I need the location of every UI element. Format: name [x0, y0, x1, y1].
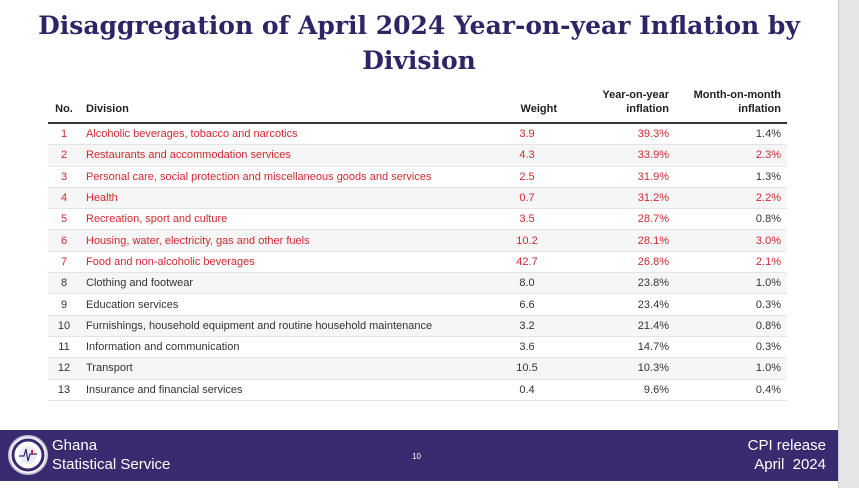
cell-mom: 2.2%: [675, 187, 787, 210]
cell-yoy: 28.1%: [563, 229, 675, 252]
cell-division: Health: [80, 187, 491, 210]
cell-mom: 0.3%: [675, 293, 787, 316]
cell-division: Furnishings, household equipment and rou…: [80, 315, 491, 337]
cell-weight: 0.7: [491, 187, 563, 210]
cell-division: Housing, water, electricity, gas and oth…: [80, 229, 491, 252]
cell-yoy: 39.3%: [563, 123, 675, 146]
header-division: Division: [80, 88, 491, 124]
inflation-table: No. Division Weight Year-on-year inflati…: [48, 88, 787, 401]
cell-mom: 1.0%: [675, 272, 787, 295]
org-name-line2: Statistical Service: [52, 456, 171, 473]
cell-yoy: 23.4%: [563, 293, 675, 316]
header-mom: Month-on-month inflation: [675, 88, 787, 124]
release-info: CPI release April 2024: [748, 436, 826, 474]
cell-division: Clothing and footwear: [80, 272, 491, 295]
cell-weight: 3.2: [491, 315, 563, 337]
cell-weight: 10.5: [491, 357, 563, 380]
table-row: 9 Education services 6.6 23.4% 0.3%: [48, 293, 787, 316]
cell-weight: 4.3: [491, 144, 563, 167]
cell-yoy: 21.4%: [563, 315, 675, 337]
release-line2: April 2024: [754, 456, 826, 473]
cell-weight: 3.5: [491, 208, 563, 231]
cell-weight: 10.2: [491, 229, 563, 252]
table-row: 12 Transport 10.5 10.3% 1.0%: [48, 357, 787, 380]
cell-yoy: 26.8%: [563, 251, 675, 274]
cell-weight: 0.4: [491, 379, 563, 401]
table-row: 13 Insurance and financial services 0.4 9.6…: [48, 379, 787, 401]
footer-bar: Ghana Statistical Service 10 CPI release…: [0, 430, 838, 481]
cell-yoy: 23.8%: [563, 272, 675, 295]
cell-weight: 3.9: [491, 123, 563, 146]
header-weight: Weight: [491, 88, 563, 124]
cell-yoy: 28.7%: [563, 208, 675, 231]
cell-mom: 2.3%: [675, 144, 787, 167]
cell-division: Alcoholic beverages, tobacco and narcoti…: [80, 123, 491, 146]
cell-yoy: 31.9%: [563, 166, 675, 188]
cell-no: 7: [48, 251, 80, 274]
table-row: 11 Information and communication 3.6 14.7% 0…: [48, 336, 787, 359]
cell-division: Education services: [80, 293, 491, 316]
page-number: 10: [412, 452, 421, 461]
cell-no: 10: [48, 315, 80, 337]
table-row: 5 Recreation, sport and culture 3.5 28.7% 0.…: [48, 208, 787, 231]
cell-mom: 2.1%: [675, 251, 787, 274]
table-row: 6 Housing, water, electricity, gas and ot…: [48, 229, 787, 252]
cell-no: 11: [48, 336, 80, 359]
cell-yoy: 31.2%: [563, 187, 675, 210]
cell-no: 6: [48, 229, 80, 252]
cell-weight: 2.5: [491, 166, 563, 188]
cell-yoy: 10.3%: [563, 357, 675, 380]
cell-no: 1: [48, 123, 80, 146]
gss-logo-icon: [8, 435, 48, 475]
cell-no: 5: [48, 208, 80, 231]
scrollbar-area[interactable]: [838, 0, 859, 488]
cell-division: Transport: [80, 357, 491, 380]
cell-mom: 0.3%: [675, 336, 787, 359]
table-header: No. Division Weight Year-on-year inflati…: [48, 88, 787, 124]
cell-weight: 8.0: [491, 272, 563, 295]
cell-no: 13: [48, 379, 80, 401]
cell-weight: 3.6: [491, 336, 563, 359]
cell-mom: 0.4%: [675, 379, 787, 401]
cell-division: Personal care, social protection and mis…: [80, 166, 491, 188]
cell-weight: 6.6: [491, 293, 563, 316]
cell-no: 8: [48, 272, 80, 295]
table-row: 2 Restaurants and accommodation services 4…: [48, 144, 787, 167]
slide-title: Disaggregation of April 2024 Year-on-yea…: [38, 11, 800, 75]
header-yoy: Year-on-year inflation: [563, 88, 675, 124]
table-row: 8 Clothing and footwear 8.0 23.8% 1.0%: [48, 272, 787, 295]
cell-yoy: 9.6%: [563, 379, 675, 401]
table-row: 3 Personal care, social protection and mi…: [48, 166, 787, 188]
cell-division: Food and non-alcoholic beverages: [80, 251, 491, 274]
org-name: Ghana Statistical Service: [52, 436, 170, 474]
cell-no: 12: [48, 357, 80, 380]
cell-yoy: 14.7%: [563, 336, 675, 359]
cell-division: Restaurants and accommodation services: [80, 144, 491, 167]
table-row: 10 Furnishings, household equipment and r…: [48, 315, 787, 337]
release-line1: CPI release: [747, 437, 826, 454]
cell-no: 2: [48, 144, 80, 167]
cell-division: Insurance and financial services: [80, 379, 491, 401]
table-row: 4 Health 0.7 31.2% 2.2%: [48, 187, 787, 210]
cell-mom: 3.0%: [675, 229, 787, 252]
cell-yoy: 33.9%: [563, 144, 675, 167]
cell-weight: 42.7: [491, 251, 563, 274]
cell-no: 4: [48, 187, 80, 210]
cell-division: Recreation, sport and culture: [80, 208, 491, 231]
table-row: 1 Alcoholic beverages, tobacco and narcot…: [48, 123, 787, 146]
header-no: No.: [48, 88, 80, 124]
cell-no: 9: [48, 293, 80, 316]
cell-mom: 1.4%: [675, 123, 787, 146]
cell-division: Information and communication: [80, 336, 491, 359]
cell-mom: 1.0%: [675, 357, 787, 380]
cell-mom: 1.3%: [675, 166, 787, 188]
table-row: 7 Food and non-alcoholic beverages 42.7 26.…: [48, 251, 787, 274]
org-name-line1: Ghana: [52, 437, 98, 454]
cell-mom: 0.8%: [675, 315, 787, 337]
cell-no: 3: [48, 166, 80, 188]
cell-mom: 0.8%: [675, 208, 787, 231]
